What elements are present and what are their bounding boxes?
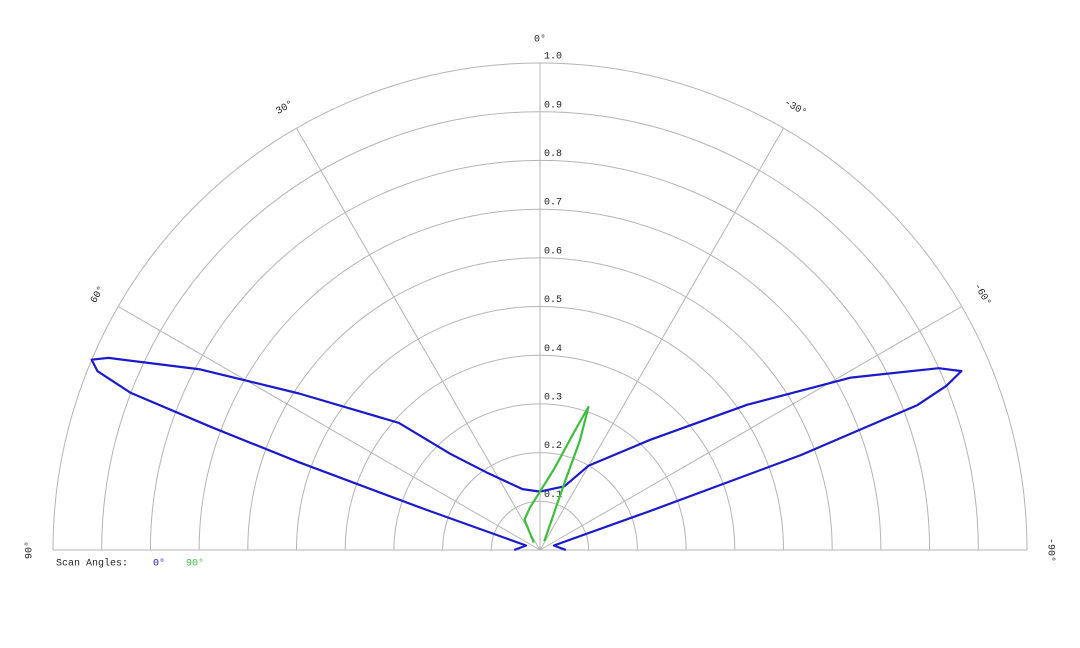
r-tick-label: 0.5 [544,295,562,306]
theta-tick-label: -90° [1044,538,1056,562]
theta-tick-label: 60° [88,284,107,306]
legend-entry: 90° [186,558,204,570]
r-tick-label: 0.4 [544,344,562,355]
theta-tick-label: 90° [24,541,36,559]
grid-spoke [539,306,963,551]
grid-spoke [296,127,541,551]
grid-spoke [117,306,541,551]
r-tick-label: 0.9 [544,100,562,111]
series-line [523,405,590,543]
r-tick-label: 0.8 [544,149,562,160]
theta-tick-label: -60° [971,281,993,308]
r-tick-label: 0.3 [544,393,562,404]
legend-entry: 0° [153,558,165,570]
series-line [90,356,963,552]
theta-tick-label: 30° [274,98,296,117]
legend-title: Scan Angles: [56,558,128,570]
r-tick-label: 1.0 [544,52,562,63]
theta-tick-label: 0° [534,34,546,46]
r-tick-label: 0.6 [544,246,562,257]
r-tick-label: 0.1 [544,490,562,501]
theta-tick-label: -30° [782,97,809,119]
r-tick-label: 0.2 [544,441,562,452]
grid-spoke [539,127,784,551]
r-tick-label: 0.7 [544,198,562,209]
